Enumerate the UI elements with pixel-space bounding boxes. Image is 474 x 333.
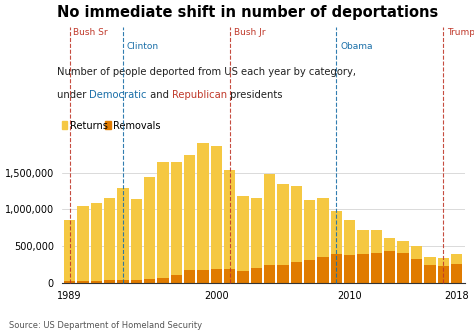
Bar [157, 278, 169, 283]
Bar [91, 202, 102, 281]
Bar [251, 267, 262, 283]
Bar [344, 254, 356, 283]
Bar [411, 246, 422, 258]
Bar [157, 162, 169, 278]
Bar [91, 281, 102, 283]
Bar [197, 270, 209, 283]
Bar [224, 269, 236, 283]
Bar [424, 257, 436, 265]
Bar [357, 230, 369, 254]
Text: and: and [147, 90, 172, 100]
Bar [318, 198, 329, 256]
Bar [277, 184, 289, 265]
Bar [118, 188, 128, 280]
Bar [384, 251, 395, 283]
Text: Republican: Republican [172, 90, 227, 100]
Bar [451, 264, 462, 283]
Bar [264, 174, 275, 265]
Bar [344, 219, 356, 254]
Bar [237, 196, 249, 271]
Text: presidents: presidents [227, 90, 283, 100]
Bar [131, 199, 142, 280]
Text: Democratic: Democratic [90, 90, 147, 100]
Bar [331, 254, 342, 283]
Bar [438, 266, 449, 283]
Bar [104, 198, 115, 280]
Bar [384, 238, 395, 251]
Text: Clinton: Clinton [127, 42, 159, 51]
Bar [211, 146, 222, 269]
Bar [77, 281, 89, 283]
Bar [211, 269, 222, 283]
Bar [184, 270, 195, 283]
Bar [237, 271, 249, 283]
Bar [184, 155, 195, 270]
Bar [398, 240, 409, 252]
Text: BBC: BBC [423, 314, 449, 328]
Bar [104, 280, 115, 283]
Bar [371, 253, 382, 283]
Bar [451, 254, 462, 264]
Bar [144, 279, 155, 283]
Text: Returns: Returns [70, 121, 108, 131]
Bar [291, 262, 302, 283]
Bar [197, 144, 209, 270]
Text: Removals: Removals [113, 121, 161, 131]
Bar [64, 219, 75, 281]
Bar [424, 265, 436, 283]
Bar [118, 280, 128, 283]
Bar [291, 185, 302, 262]
Bar [411, 258, 422, 283]
Text: Trump: Trump [447, 28, 474, 37]
Bar [371, 230, 382, 253]
Bar [304, 200, 315, 259]
Text: Source: US Department of Homeland Security: Source: US Department of Homeland Securi… [9, 321, 202, 330]
Bar [318, 256, 329, 283]
Bar [438, 257, 449, 266]
Text: Bush Sr: Bush Sr [73, 28, 108, 37]
Bar [277, 265, 289, 283]
Text: Number of people deported from US each year by category,: Number of people deported from US each y… [57, 67, 356, 77]
Bar [144, 177, 155, 279]
Text: under: under [57, 90, 90, 100]
Text: Bush Jr: Bush Jr [234, 28, 265, 37]
Bar [251, 198, 262, 267]
Text: No immediate shift in number of deportations: No immediate shift in number of deportat… [57, 5, 438, 20]
Bar [224, 170, 236, 269]
Text: Obama: Obama [340, 42, 373, 51]
Bar [77, 205, 89, 281]
Bar [64, 281, 75, 283]
Bar [171, 275, 182, 283]
Bar [264, 265, 275, 283]
Bar [357, 254, 369, 283]
Bar [304, 259, 315, 283]
Bar [331, 211, 342, 254]
Bar [398, 252, 409, 283]
Bar [131, 280, 142, 283]
Bar [171, 162, 182, 275]
